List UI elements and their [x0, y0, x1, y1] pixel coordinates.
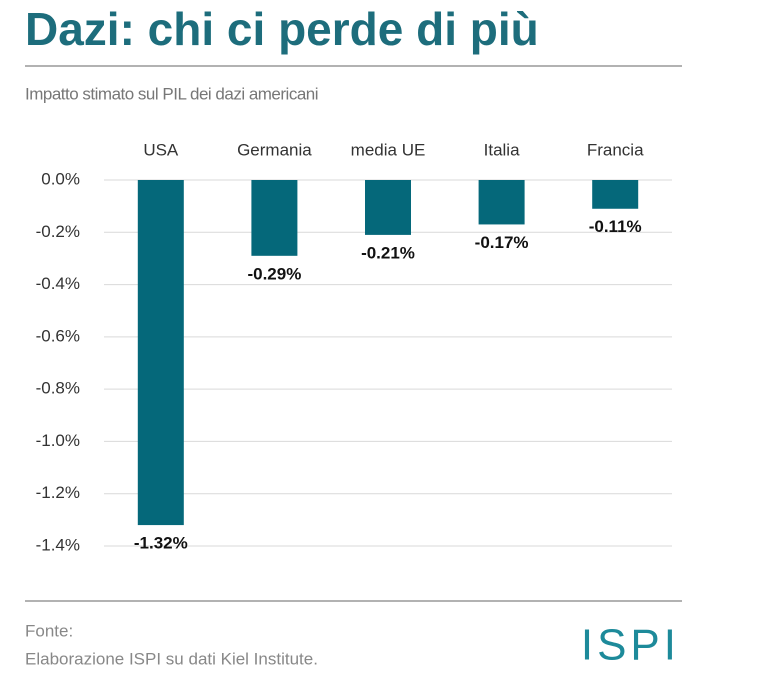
logo: ISPI: [581, 621, 680, 670]
bar: [365, 180, 411, 235]
x-tick-label: Germania: [237, 140, 312, 159]
y-tick-label: -0.8%: [36, 379, 80, 398]
y-tick-label: -0.2%: [36, 222, 80, 241]
x-tick-label: USA: [143, 140, 179, 159]
chart-subtitle: Impatto stimato sul PIL dei dazi america…: [25, 84, 318, 103]
value-label: -0.29%: [247, 264, 301, 283]
value-label: -0.21%: [361, 243, 415, 262]
x-tick-label: Francia: [587, 140, 644, 159]
bar: [478, 180, 525, 225]
bar: [251, 180, 298, 256]
value-label: -1.32%: [134, 534, 188, 553]
y-tick-label: -1.4%: [36, 535, 80, 554]
source: Elaborazione ISPI su dati Kiel Institute…: [25, 649, 318, 668]
x-tick-label: media UE: [351, 140, 426, 159]
y-tick-label: -0.6%: [36, 326, 80, 345]
value-label: -0.11%: [589, 217, 642, 236]
bar: [137, 180, 184, 526]
y-tick-label: 0.0%: [41, 169, 80, 188]
x-tick-label: Italia: [484, 140, 520, 159]
chart-title: Dazi: chi ci perde di più: [25, 3, 539, 55]
y-tick-label: -0.4%: [36, 274, 80, 293]
value-label: -0.17%: [475, 233, 529, 252]
y-tick-label: -1.2%: [36, 483, 80, 502]
bar: [592, 180, 639, 209]
y-tick-label: -1.0%: [36, 431, 80, 450]
source-label: Fonte:: [25, 621, 73, 640]
